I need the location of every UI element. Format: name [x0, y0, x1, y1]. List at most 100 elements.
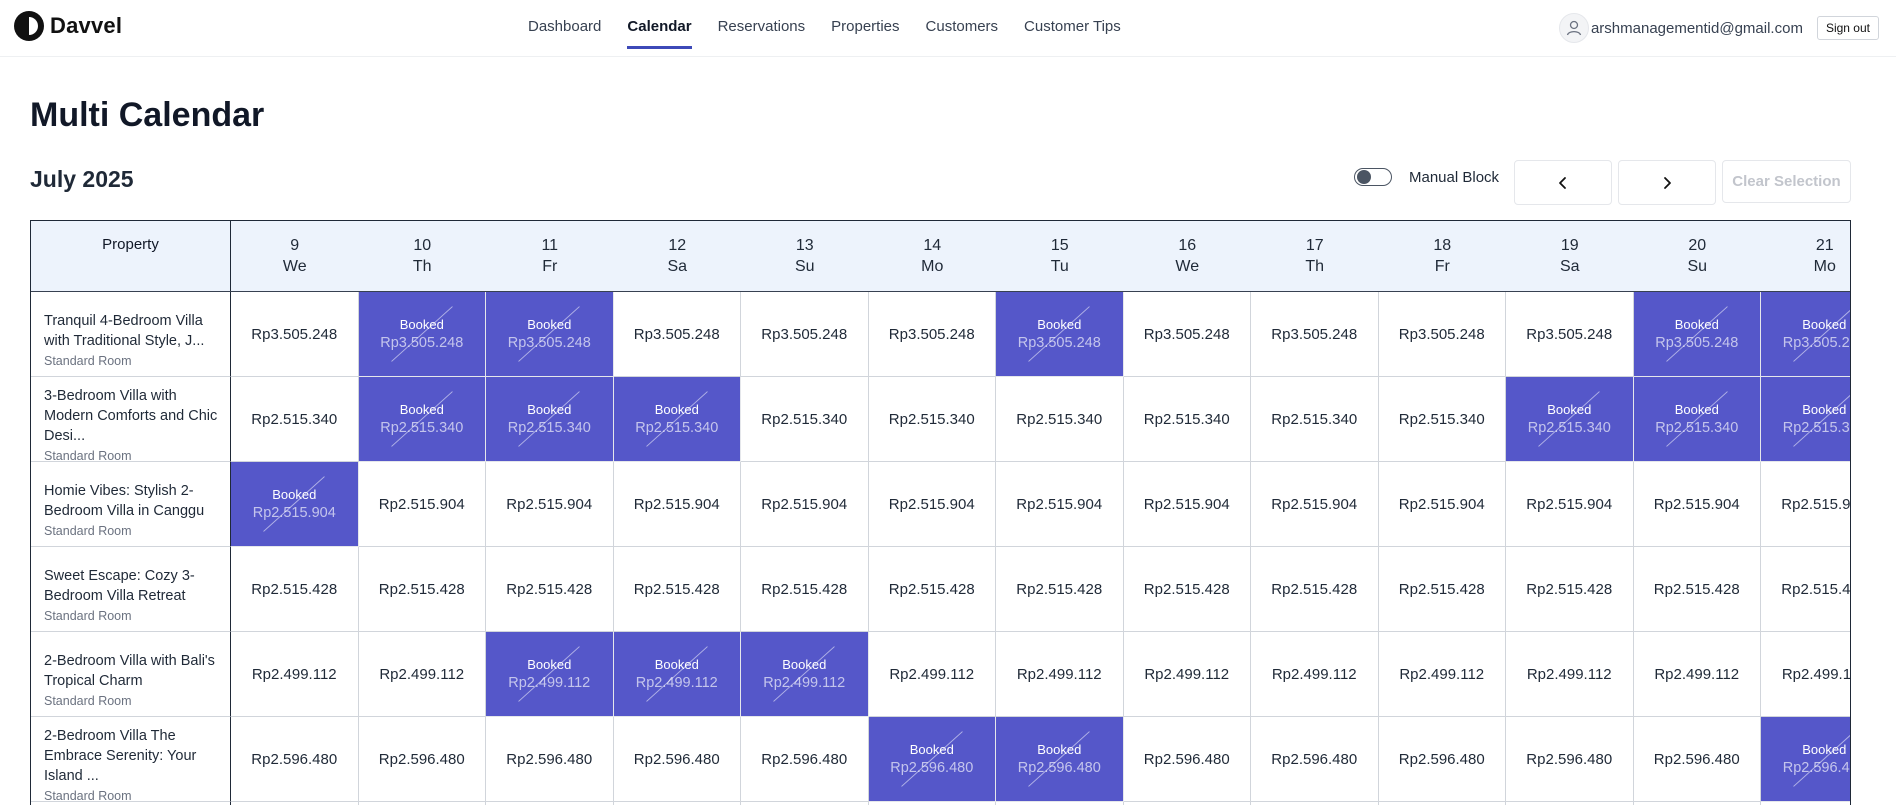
available-date-cell[interactable]: Rp3.505.248	[1251, 292, 1379, 377]
available-date-cell[interactable]: Rp2.499.112	[1378, 632, 1506, 717]
booked-date-cell[interactable]: Booked Rp2.596.480	[868, 717, 996, 802]
property-cell[interactable]: 2-Bedroom Villa with Bali's Tropical Cha…	[31, 632, 231, 717]
available-date-cell[interactable]: Rp3.505.248	[868, 292, 996, 377]
available-date-cell[interactable]: Rp2.515.428	[358, 547, 486, 632]
available-date-cell[interactable]: Rp2.596.480	[1506, 717, 1634, 802]
available-date-cell[interactable]: Rp2.499.112	[1251, 632, 1379, 717]
nav-customer-tips[interactable]: Customer Tips	[1024, 18, 1121, 35]
available-date-cell[interactable]	[486, 802, 614, 805]
property-cell[interactable]: Homie Vibes: Stylish 2-Bedroom Villa in …	[31, 462, 231, 547]
booked-date-cell[interactable]: Booked Rp2.515.904	[231, 462, 359, 547]
available-date-cell[interactable]: Rp2.515.340	[1378, 377, 1506, 462]
available-date-cell[interactable]: Rp2.596.480	[358, 717, 486, 802]
available-date-cell[interactable]	[741, 802, 869, 805]
available-date-cell[interactable]: Rp2.596.480	[1123, 717, 1251, 802]
available-date-cell[interactable]: Rp3.505.248	[1378, 292, 1506, 377]
available-date-cell[interactable]: Rp2.515.428	[868, 547, 996, 632]
available-date-cell[interactable]: Rp2.596.480	[1251, 717, 1379, 802]
available-date-cell[interactable]: Rp2.515.340	[996, 377, 1124, 462]
available-date-cell[interactable]: Rp2.515.904	[1123, 462, 1251, 547]
available-date-cell[interactable]: Rp2.515.428	[1123, 547, 1251, 632]
available-date-cell[interactable]: Rp2.515.904	[868, 462, 996, 547]
booked-date-cell[interactable]: Booked Rp2.515.340	[613, 377, 741, 462]
booked-date-cell[interactable]: Booked Rp3.505.248	[486, 292, 614, 377]
clear-selection-button[interactable]: Clear Selection	[1722, 160, 1851, 203]
available-date-cell[interactable]: Rp2.515.340	[741, 377, 869, 462]
available-date-cell[interactable]: Rp2.596.480	[1378, 717, 1506, 802]
booked-date-cell[interactable]: Booked Rp2.499.112	[613, 632, 741, 717]
booked-date-cell[interactable]: Booked Rp3.505.248	[358, 292, 486, 377]
available-date-cell[interactable]	[1506, 802, 1634, 805]
available-date-cell[interactable]	[869, 802, 996, 805]
available-date-cell[interactable]	[231, 802, 359, 805]
available-date-cell[interactable]: Rp2.515.428	[996, 547, 1124, 632]
nav-customers[interactable]: Customers	[925, 18, 999, 35]
available-date-cell[interactable]: Rp2.515.904	[1761, 462, 1850, 547]
available-date-cell[interactable]: Rp2.515.428	[1761, 547, 1850, 632]
available-date-cell[interactable]: Rp2.515.340	[1123, 377, 1251, 462]
available-date-cell[interactable]: Rp2.515.428	[231, 547, 359, 632]
property-cell[interactable]: 2-Bedroom Villa The Embrace Serenity: Yo…	[31, 717, 231, 802]
available-date-cell[interactable]: Rp2.515.904	[996, 462, 1124, 547]
available-date-cell[interactable]: Rp2.515.340	[868, 377, 996, 462]
available-date-cell[interactable]: Rp3.505.248	[1506, 292, 1634, 377]
available-date-cell[interactable]: Rp2.499.112	[231, 632, 359, 717]
previous-period-button[interactable]	[1514, 160, 1612, 205]
booked-date-cell[interactable]: Booked Rp2.499.112	[741, 632, 869, 717]
available-date-cell[interactable]: Rp3.505.248	[613, 292, 741, 377]
available-date-cell[interactable]: Rp2.515.904	[1633, 462, 1761, 547]
nav-calendar[interactable]: Calendar	[627, 0, 692, 49]
available-date-cell[interactable]: Rp2.499.112	[1633, 632, 1761, 717]
available-date-cell[interactable]: Rp2.515.904	[1506, 462, 1634, 547]
available-date-cell[interactable]: Rp2.596.480	[613, 717, 741, 802]
booked-date-cell[interactable]: Booked Rp3.505.248	[996, 292, 1124, 377]
available-date-cell[interactable]: Rp2.515.428	[1633, 547, 1761, 632]
available-date-cell[interactable]: Rp2.515.428	[1251, 547, 1379, 632]
available-date-cell[interactable]	[996, 802, 1124, 805]
available-date-cell[interactable]: Rp2.515.904	[741, 462, 869, 547]
available-date-cell[interactable]: Rp2.596.480	[486, 717, 614, 802]
nav-reservations[interactable]: Reservations	[717, 18, 806, 35]
available-date-cell[interactable]: Rp2.515.428	[1506, 547, 1634, 632]
available-date-cell[interactable]: Rp2.596.480	[1633, 717, 1761, 802]
available-date-cell[interactable]: Rp2.499.112	[996, 632, 1124, 717]
available-date-cell[interactable]: Rp2.515.340	[1251, 377, 1379, 462]
available-date-cell[interactable]: Rp2.499.112	[868, 632, 996, 717]
property-cell[interactable]: Tranquil 4-Bedroom Villa with Traditiona…	[31, 292, 231, 377]
booked-date-cell[interactable]: Booked Rp2.515.340	[1761, 377, 1850, 462]
available-date-cell[interactable]: Rp2.515.428	[741, 547, 869, 632]
available-date-cell[interactable]: Rp2.515.904	[1378, 462, 1506, 547]
booked-date-cell[interactable]: Booked Rp3.505.248	[1761, 292, 1850, 377]
next-period-button[interactable]	[1618, 160, 1716, 205]
property-cell[interactable]: 3-Bedroom Villa with Modern Comforts and…	[31, 377, 231, 462]
available-date-cell[interactable]	[614, 802, 741, 805]
avatar[interactable]	[1558, 13, 1589, 43]
booked-date-cell[interactable]: Booked Rp2.515.340	[1506, 377, 1634, 462]
available-date-cell[interactable]: Rp3.505.248	[741, 292, 869, 377]
available-date-cell[interactable]: Rp2.515.904	[358, 462, 486, 547]
available-date-cell[interactable]: Rp2.515.428	[486, 547, 614, 632]
available-date-cell[interactable]: Rp2.515.904	[486, 462, 614, 547]
booked-date-cell[interactable]: Booked Rp2.596.480	[1761, 717, 1850, 802]
available-date-cell[interactable]: Rp2.515.428	[613, 547, 741, 632]
nav-dashboard[interactable]: Dashboard	[528, 18, 602, 35]
booked-date-cell[interactable]: Booked Rp2.499.112	[486, 632, 614, 717]
available-date-cell[interactable]	[1251, 802, 1379, 805]
sign-out-button[interactable]: Sign out	[1816, 16, 1879, 40]
booked-date-cell[interactable]: Booked Rp2.515.340	[1633, 377, 1761, 462]
available-date-cell[interactable]: Rp2.515.340	[231, 377, 359, 462]
available-date-cell[interactable]: Rp2.499.112	[1123, 632, 1251, 717]
available-date-cell[interactable]	[1379, 802, 1506, 805]
available-date-cell[interactable]	[1634, 802, 1761, 805]
available-date-cell[interactable]: Rp2.499.112	[1506, 632, 1634, 717]
available-date-cell[interactable]: Rp2.596.480	[231, 717, 359, 802]
brand[interactable]: Davvel	[14, 11, 122, 41]
available-date-cell[interactable]: Rp2.515.904	[1251, 462, 1379, 547]
booked-date-cell[interactable]: Booked Rp2.515.340	[486, 377, 614, 462]
property-cell[interactable]	[31, 802, 231, 805]
available-date-cell[interactable]	[1124, 802, 1251, 805]
booked-date-cell[interactable]: Booked Rp2.596.480	[996, 717, 1124, 802]
available-date-cell[interactable]: Rp2.499.112	[1761, 632, 1850, 717]
manual-block-toggle[interactable]	[1354, 168, 1392, 186]
nav-properties[interactable]: Properties	[831, 18, 900, 35]
